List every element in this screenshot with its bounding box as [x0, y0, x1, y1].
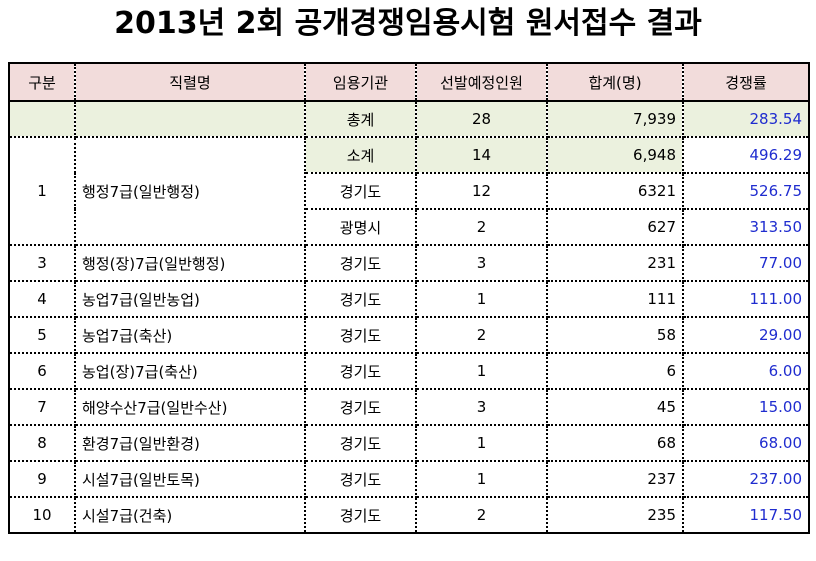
table-row: 8 환경7급(일반환경) 경기도 1 68 68.00 [9, 425, 809, 462]
agency-cell: 경기도 [305, 317, 417, 354]
no-cell: 8 [9, 425, 76, 462]
table-row: 4 농업7급(일반농업) 경기도 1 111 111.00 [9, 281, 809, 318]
total-name-cell [75, 101, 306, 138]
total-row: 총계 28 7,939 283.54 [9, 101, 809, 138]
applicants-cell: 58 [547, 317, 684, 354]
total-no-cell [9, 101, 76, 138]
name-cell: 행정7급(일반행정) [75, 137, 306, 246]
page-title: 2013년 2회 공개경쟁임용시험 원서접수 결과 [114, 6, 702, 41]
agency-cell: 광명시 [305, 209, 417, 246]
table-row: 9 시설7급(일반토목) 경기도 1 237 237.00 [9, 461, 809, 498]
ratio-cell: 15.00 [683, 389, 809, 426]
table-row: 경기도 12 6321 526.75 [9, 173, 809, 210]
header-cell: 구분 [9, 63, 76, 102]
ratio-cell: 496.29 [683, 137, 809, 174]
applicants-cell: 627 [547, 209, 684, 246]
no-cell: 9 [9, 461, 76, 498]
agency-cell: 소계 [305, 137, 417, 174]
applicants-cell: 68 [547, 425, 684, 462]
ratio-cell: 77.00 [683, 245, 809, 282]
table-row: 7 해양수산7급(일반수산) 경기도 3 45 15.00 [9, 389, 809, 426]
table-row: 1 행정7급(일반행정) 소계 14 6,948 496.29 [9, 137, 809, 246]
applicants-cell: 7,939 [547, 101, 684, 138]
applicants-cell: 235 [547, 497, 684, 534]
ratio-cell: 283.54 [683, 101, 809, 138]
table-row: 5 농업7급(축산) 경기도 2 58 29.00 [9, 317, 809, 354]
name-cell: 농업7급(축산) [75, 317, 306, 354]
header-cell: 선발예정인원 [416, 63, 548, 102]
results-table: 구분 직렬명 임용기관 선발예정인원 합계(명) 경쟁률 총계 28 7,939… [8, 62, 810, 534]
agency-cell: 총계 [305, 101, 417, 138]
quota-cell: 28 [416, 101, 548, 138]
applicants-cell: 6 [547, 353, 684, 390]
ratio-cell: 68.00 [683, 425, 809, 462]
quota-cell: 1 [416, 461, 548, 498]
applicants-cell: 111 [547, 281, 684, 318]
name-cell: 시설7급(건축) [75, 497, 306, 534]
quota-cell: 2 [416, 209, 548, 246]
no-cell: 5 [9, 317, 76, 354]
ratio-cell: 117.50 [683, 497, 809, 534]
table-row: 10 시설7급(건축) 경기도 2 235 117.50 [9, 497, 809, 534]
quota-cell: 3 [416, 389, 548, 426]
no-cell: 10 [9, 497, 76, 534]
agency-cell: 경기도 [305, 461, 417, 498]
header-cell: 합계(명) [547, 63, 684, 102]
table-row: 3 행정(장)7급(일반행정) 경기도 3 231 77.00 [9, 245, 809, 282]
ratio-cell: 526.75 [683, 173, 809, 210]
ratio-cell: 313.50 [683, 209, 809, 246]
applicants-cell: 6,948 [547, 137, 684, 174]
ratio-cell: 237.00 [683, 461, 809, 498]
quota-cell: 2 [416, 497, 548, 534]
ratio-cell: 29.00 [683, 317, 809, 354]
quota-cell: 12 [416, 173, 548, 210]
ratio-cell: 111.00 [683, 281, 809, 318]
applicants-cell: 45 [547, 389, 684, 426]
agency-cell: 경기도 [305, 173, 417, 210]
applicants-cell: 231 [547, 245, 684, 282]
agency-cell: 경기도 [305, 281, 417, 318]
table-row: 6 농업(장)7급(축산) 경기도 1 6 6.00 [9, 353, 809, 390]
quota-cell: 1 [416, 281, 548, 318]
ratio-cell: 6.00 [683, 353, 809, 390]
no-cell: 1 [9, 137, 76, 246]
no-cell: 4 [9, 281, 76, 318]
header-cell: 직렬명 [75, 63, 306, 102]
agency-cell: 경기도 [305, 389, 417, 426]
agency-cell: 경기도 [305, 245, 417, 282]
agency-cell: 경기도 [305, 497, 417, 534]
no-cell: 7 [9, 389, 76, 426]
quota-cell: 1 [416, 353, 548, 390]
name-cell: 행정(장)7급(일반행정) [75, 245, 306, 282]
no-cell: 3 [9, 245, 76, 282]
name-cell: 환경7급(일반환경) [75, 425, 306, 462]
name-cell: 농업(장)7급(축산) [75, 353, 306, 390]
applicants-cell: 6321 [547, 173, 684, 210]
quota-cell: 14 [416, 137, 548, 174]
no-cell: 6 [9, 353, 76, 390]
header-row: 구분 직렬명 임용기관 선발예정인원 합계(명) 경쟁률 [9, 63, 809, 102]
applicants-cell: 237 [547, 461, 684, 498]
quota-cell: 3 [416, 245, 548, 282]
quota-cell: 1 [416, 425, 548, 462]
quota-cell: 2 [416, 317, 548, 354]
name-cell: 농업7급(일반농업) [75, 281, 306, 318]
name-cell: 시설7급(일반토목) [75, 461, 306, 498]
name-cell: 해양수산7급(일반수산) [75, 389, 306, 426]
header-cell: 임용기관 [305, 63, 417, 102]
header-cell: 경쟁률 [683, 63, 809, 102]
agency-cell: 경기도 [305, 353, 417, 390]
agency-cell: 경기도 [305, 425, 417, 462]
table-row: 광명시 2 627 313.50 [9, 209, 809, 246]
